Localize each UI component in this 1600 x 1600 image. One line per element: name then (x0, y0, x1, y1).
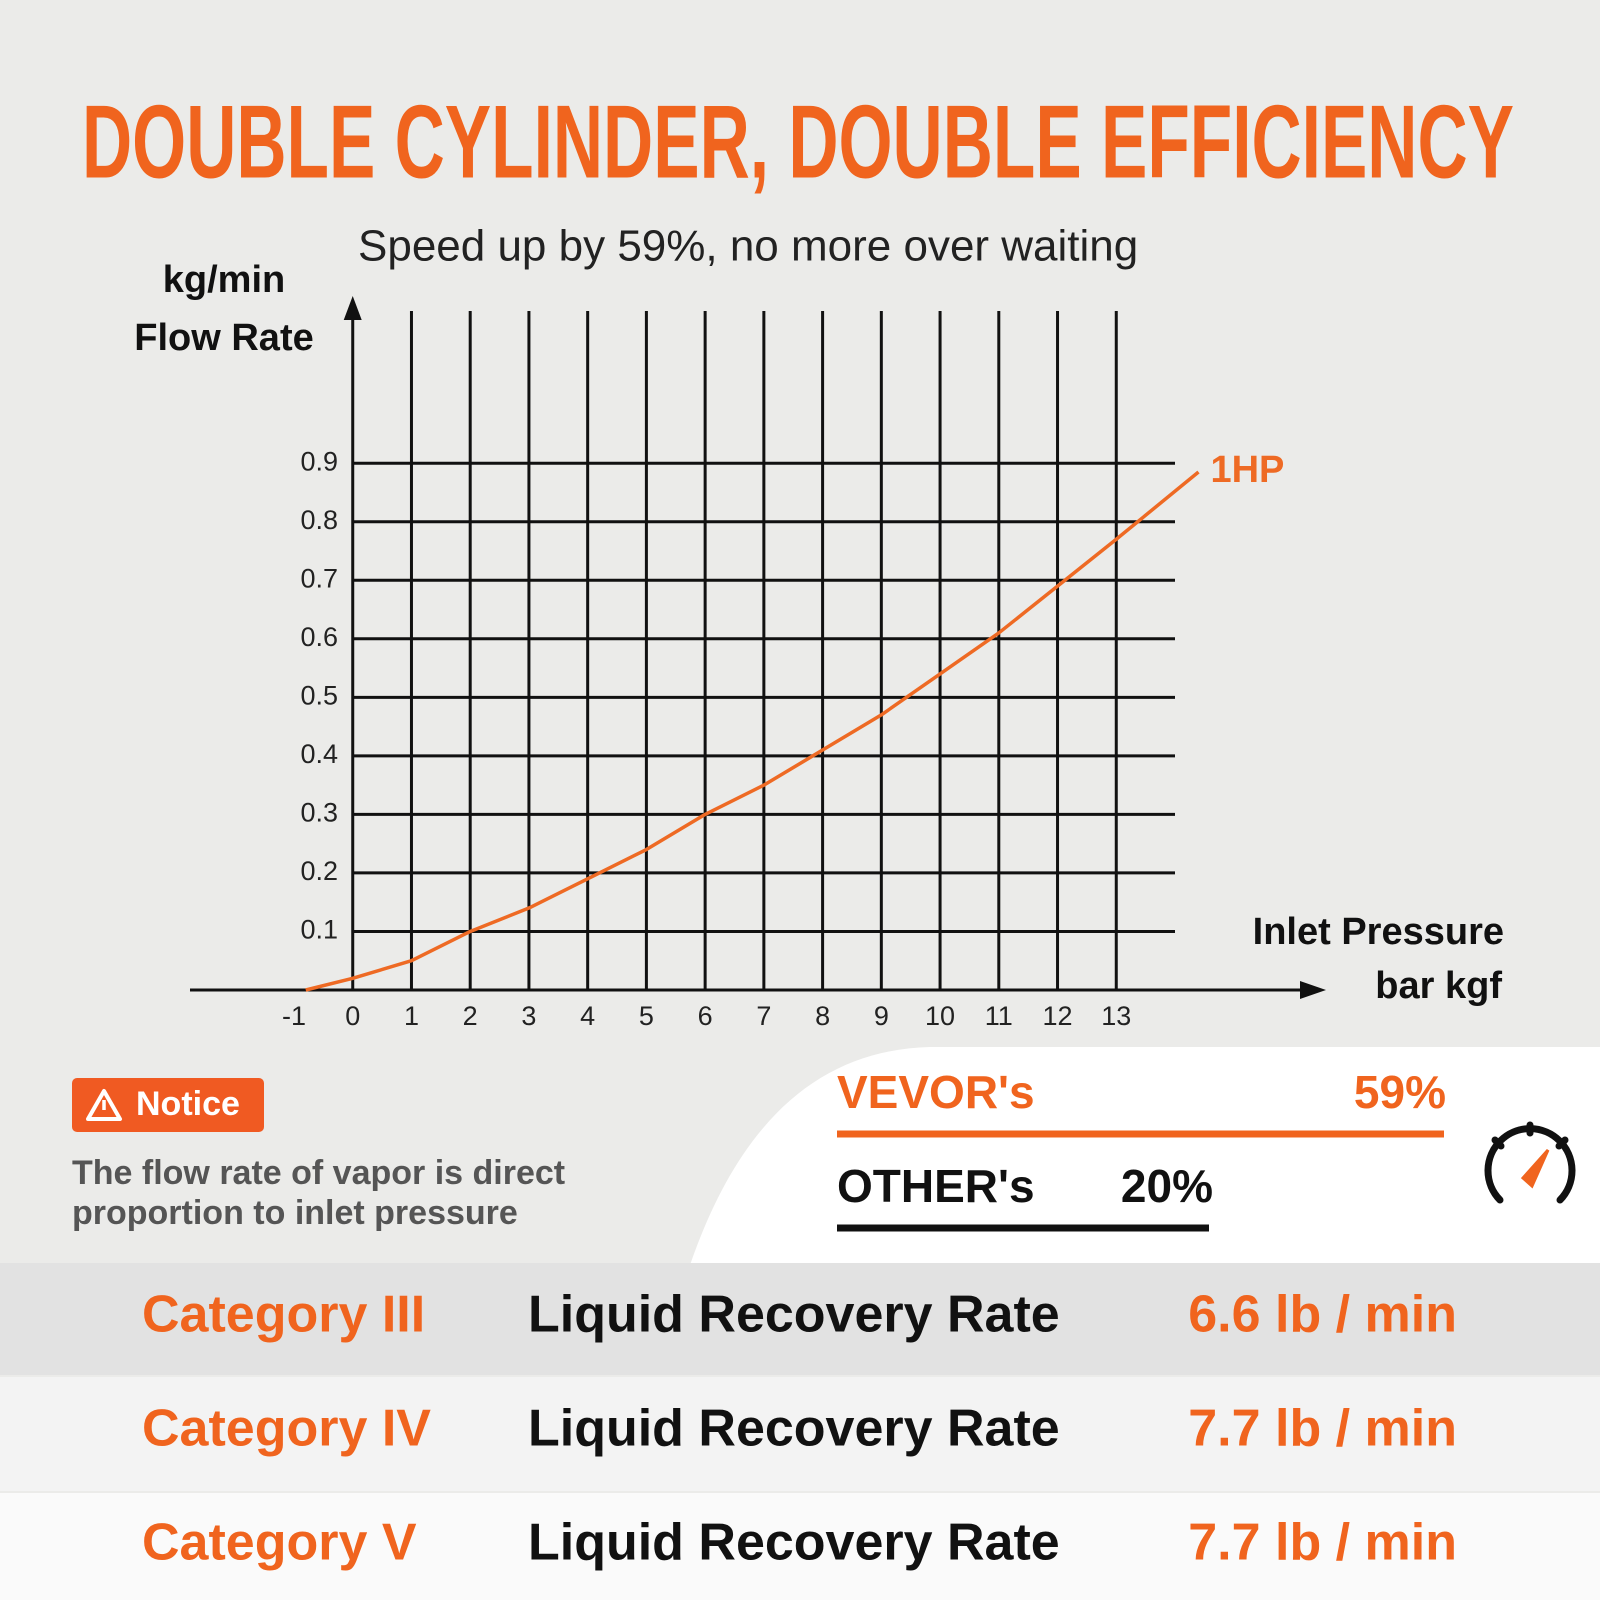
y-axis-label: kg/min (163, 259, 285, 301)
subtitle: Speed up by 59%, no more over waiting (358, 222, 1138, 271)
table-cell: 7.7 lb / min (1188, 1400, 1457, 1458)
table-row (0, 1493, 1600, 1600)
x-tick-label: 2 (463, 1001, 478, 1031)
line-series (305, 470, 1200, 992)
table-cell: Category V (142, 1514, 417, 1572)
gauge-icon (1484, 1121, 1576, 1204)
y-axis-arrow (343, 296, 362, 320)
table-cell: Liquid Recovery Rate (528, 1400, 1060, 1458)
table-cell: Liquid Recovery Rate (528, 1514, 1060, 1572)
x-axis-label: bar kgf (1375, 965, 1502, 1007)
y-axis-label: Flow Rate (134, 317, 313, 359)
x-tick-label: 10 (925, 1001, 955, 1031)
y-tick-label: 0.3 (300, 798, 338, 828)
y-tick-label: 0.4 (300, 739, 338, 769)
x-tick-label: 13 (1101, 1001, 1131, 1031)
y-tick-label: 0.8 (300, 505, 338, 535)
notice-label: Notice (136, 1085, 240, 1123)
x-tick-label: 0 (345, 1001, 360, 1031)
y-tick-label: 0.6 (300, 622, 338, 652)
table-row (0, 1263, 1600, 1375)
comparison-panel (690, 1047, 1600, 1265)
table-cell: 7.7 lb / min (1188, 1514, 1457, 1572)
y-tick-label: 0.5 (300, 680, 338, 710)
comparison-name: VEVOR's (837, 1066, 1035, 1118)
table-cell: Liquid Recovery Rate (528, 1286, 1060, 1344)
page-title: DOUBLE CYLINDER, DOUBLE EFFICIENCY (82, 84, 1514, 200)
y-tick-label: 0.1 (300, 915, 338, 945)
warning-icon (86, 1089, 122, 1121)
notice-text: The flow rate of vapor is direct (72, 1154, 565, 1192)
comparison-name: OTHER's (837, 1160, 1035, 1212)
x-tick-label: 4 (580, 1001, 595, 1031)
comparison-value: 59% (1354, 1066, 1446, 1118)
x-tick-label: 9 (874, 1001, 889, 1031)
notice-text: proportion to inlet pressure (72, 1194, 518, 1232)
x-tick-label: 3 (521, 1001, 536, 1031)
x-tick-label: -1 (282, 1001, 306, 1031)
table-row (0, 1377, 1600, 1491)
table-cell: 6.6 lb / min (1188, 1286, 1457, 1344)
comparison-value: 20% (1121, 1160, 1213, 1212)
table-cell: Category III (142, 1286, 425, 1344)
series-label: 1HP (1210, 449, 1284, 491)
x-tick-label: 12 (1043, 1001, 1073, 1031)
y-tick-label: 0.9 (300, 446, 338, 476)
x-tick-label: 7 (756, 1001, 771, 1031)
x-tick-label: 5 (639, 1001, 654, 1031)
x-tick-label: 1 (404, 1001, 419, 1031)
y-tick-label: 0.2 (300, 856, 338, 886)
table-cell: Category IV (142, 1400, 431, 1458)
x-tick-label: 11 (985, 1001, 1013, 1031)
x-axis-label: Inlet Pressure (1253, 911, 1504, 953)
x-tick-label: 6 (698, 1001, 713, 1031)
x-tick-label: 8 (815, 1001, 830, 1031)
y-tick-label: 0.7 (300, 563, 338, 593)
x-axis-arrow (1300, 981, 1326, 999)
